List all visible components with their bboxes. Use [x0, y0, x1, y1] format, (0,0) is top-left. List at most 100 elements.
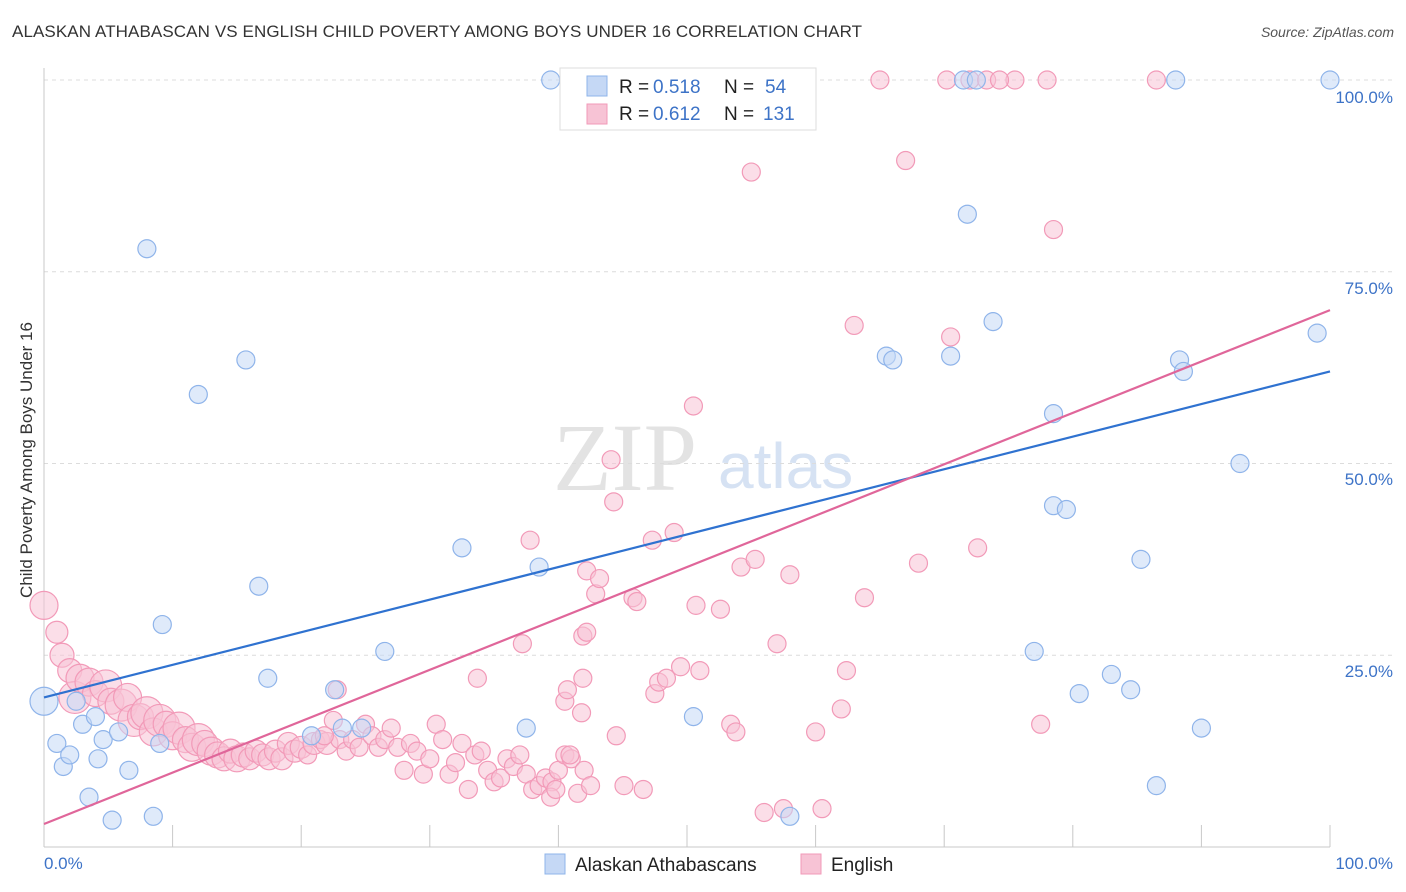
- english-point: [844, 315, 864, 336]
- athabascan-point: [983, 312, 1003, 332]
- legend-n-label-1: N =: [724, 77, 754, 98]
- english-point: [937, 70, 957, 90]
- english-point: [520, 530, 540, 550]
- y-tick-75: 75.0%: [1345, 279, 1393, 298]
- english-point: [467, 668, 487, 688]
- english-point: [580, 776, 601, 796]
- athabascan-point: [1166, 70, 1186, 90]
- english-point: [458, 779, 478, 800]
- english-point: [546, 779, 566, 800]
- english-point: [908, 553, 929, 573]
- english-point: [780, 565, 800, 585]
- english-point: [854, 588, 875, 608]
- watermark-zip: ZIP: [553, 404, 697, 511]
- athabascan-point: [119, 760, 139, 780]
- english-point: [29, 590, 59, 620]
- athabascan-point: [152, 614, 172, 635]
- legend-r-label-1: R =: [619, 77, 649, 98]
- english-point: [690, 660, 710, 681]
- athabascan-point: [85, 707, 106, 727]
- athabascan-point: [258, 668, 278, 688]
- english-point: [589, 568, 610, 589]
- athabascan-point: [1320, 70, 1340, 90]
- chart-title: ALASKAN ATHABASCAN VS ENGLISH CHILD POVE…: [12, 22, 863, 41]
- athabascan-point: [1230, 453, 1250, 474]
- legend-r-value-1: 0.518: [653, 77, 701, 98]
- athabascan-trend-line: [43, 370, 1331, 699]
- athabascan-point: [249, 576, 269, 596]
- athabascan-point: [1307, 323, 1327, 343]
- athabascan-point: [108, 722, 129, 742]
- english-point: [510, 745, 530, 765]
- athabascan-point: [332, 718, 352, 738]
- athabascan-point: [137, 239, 157, 259]
- english-point: [560, 745, 580, 765]
- english-point: [606, 726, 626, 746]
- y-tick-25: 25.0%: [1345, 662, 1393, 681]
- athabascan-point: [102, 810, 122, 830]
- series-legend: Alaskan Athabascans English: [544, 853, 893, 876]
- athabascan-point: [188, 384, 208, 405]
- english-point: [642, 530, 662, 550]
- english-point: [601, 450, 621, 470]
- english-point: [831, 699, 851, 719]
- x-tick-max: 100.0%: [1335, 854, 1393, 873]
- athabascan-point: [941, 346, 961, 366]
- athabascan-point: [1024, 641, 1044, 662]
- bottom-legend-label-english: English: [831, 855, 893, 876]
- english-point: [381, 718, 401, 738]
- athabascan-point: [541, 70, 561, 90]
- trend-lines: [43, 309, 1331, 826]
- english-point: [573, 668, 593, 688]
- english-trend-line: [43, 309, 1331, 826]
- athabascan-point: [301, 726, 322, 746]
- english-point: [656, 668, 677, 688]
- stats-legend: R = 0.518 N = 54 R = 0.612 N = 131: [559, 67, 817, 131]
- legend-n-label-2: N =: [724, 104, 754, 125]
- english-point: [941, 327, 961, 347]
- english-point: [349, 737, 369, 757]
- english-point: [394, 760, 414, 780]
- english-point: [989, 70, 1010, 90]
- english-point: [1043, 219, 1064, 240]
- english-point: [767, 634, 787, 654]
- bottom-legend-swatch-english: [800, 853, 822, 875]
- athabascan-point: [150, 733, 170, 754]
- english-point: [512, 634, 532, 654]
- english-point: [633, 779, 653, 800]
- english-point: [433, 730, 453, 750]
- english-point: [571, 703, 592, 723]
- english-point: [741, 162, 761, 182]
- english-point: [870, 70, 890, 90]
- y-axis-title: Child Poverty Among Boys Under 16: [17, 322, 36, 598]
- watermark: ZIP atlas: [553, 404, 853, 511]
- bottom-legend-label-athabascan: Alaskan Athabascans: [575, 855, 757, 876]
- english-point: [452, 733, 472, 754]
- english-point: [805, 722, 826, 742]
- legend-swatch-athabascan: [586, 75, 608, 97]
- athabascan-point: [352, 718, 372, 738]
- athabascan-point: [957, 204, 977, 224]
- athabascan-point: [1131, 549, 1151, 569]
- english-point: [1031, 714, 1051, 734]
- legend-swatch-english: [586, 103, 608, 125]
- english-point: [1037, 70, 1057, 90]
- legend-n-value-2: 131: [763, 104, 795, 125]
- athabascan-point: [1191, 718, 1212, 738]
- athabascan-point: [88, 749, 108, 769]
- athabascan-point: [60, 745, 80, 765]
- athabascan-point: [883, 350, 903, 370]
- athabascan-point: [683, 707, 704, 727]
- english-point: [577, 622, 597, 642]
- legend-r-label-2: R =: [619, 104, 649, 125]
- english-point: [812, 799, 832, 819]
- y-tick-100: 100.0%: [1335, 88, 1393, 107]
- bottom-legend-swatch-athabascan: [544, 853, 566, 875]
- source-note: Source: ZipAtlas.com: [1260, 24, 1394, 40]
- english-point: [1146, 70, 1166, 90]
- athabascan-points: [29, 70, 1340, 830]
- english-point: [614, 776, 634, 796]
- athabascan-point: [966, 70, 986, 90]
- athabascan-point: [325, 680, 345, 700]
- athabascan-point: [780, 806, 800, 826]
